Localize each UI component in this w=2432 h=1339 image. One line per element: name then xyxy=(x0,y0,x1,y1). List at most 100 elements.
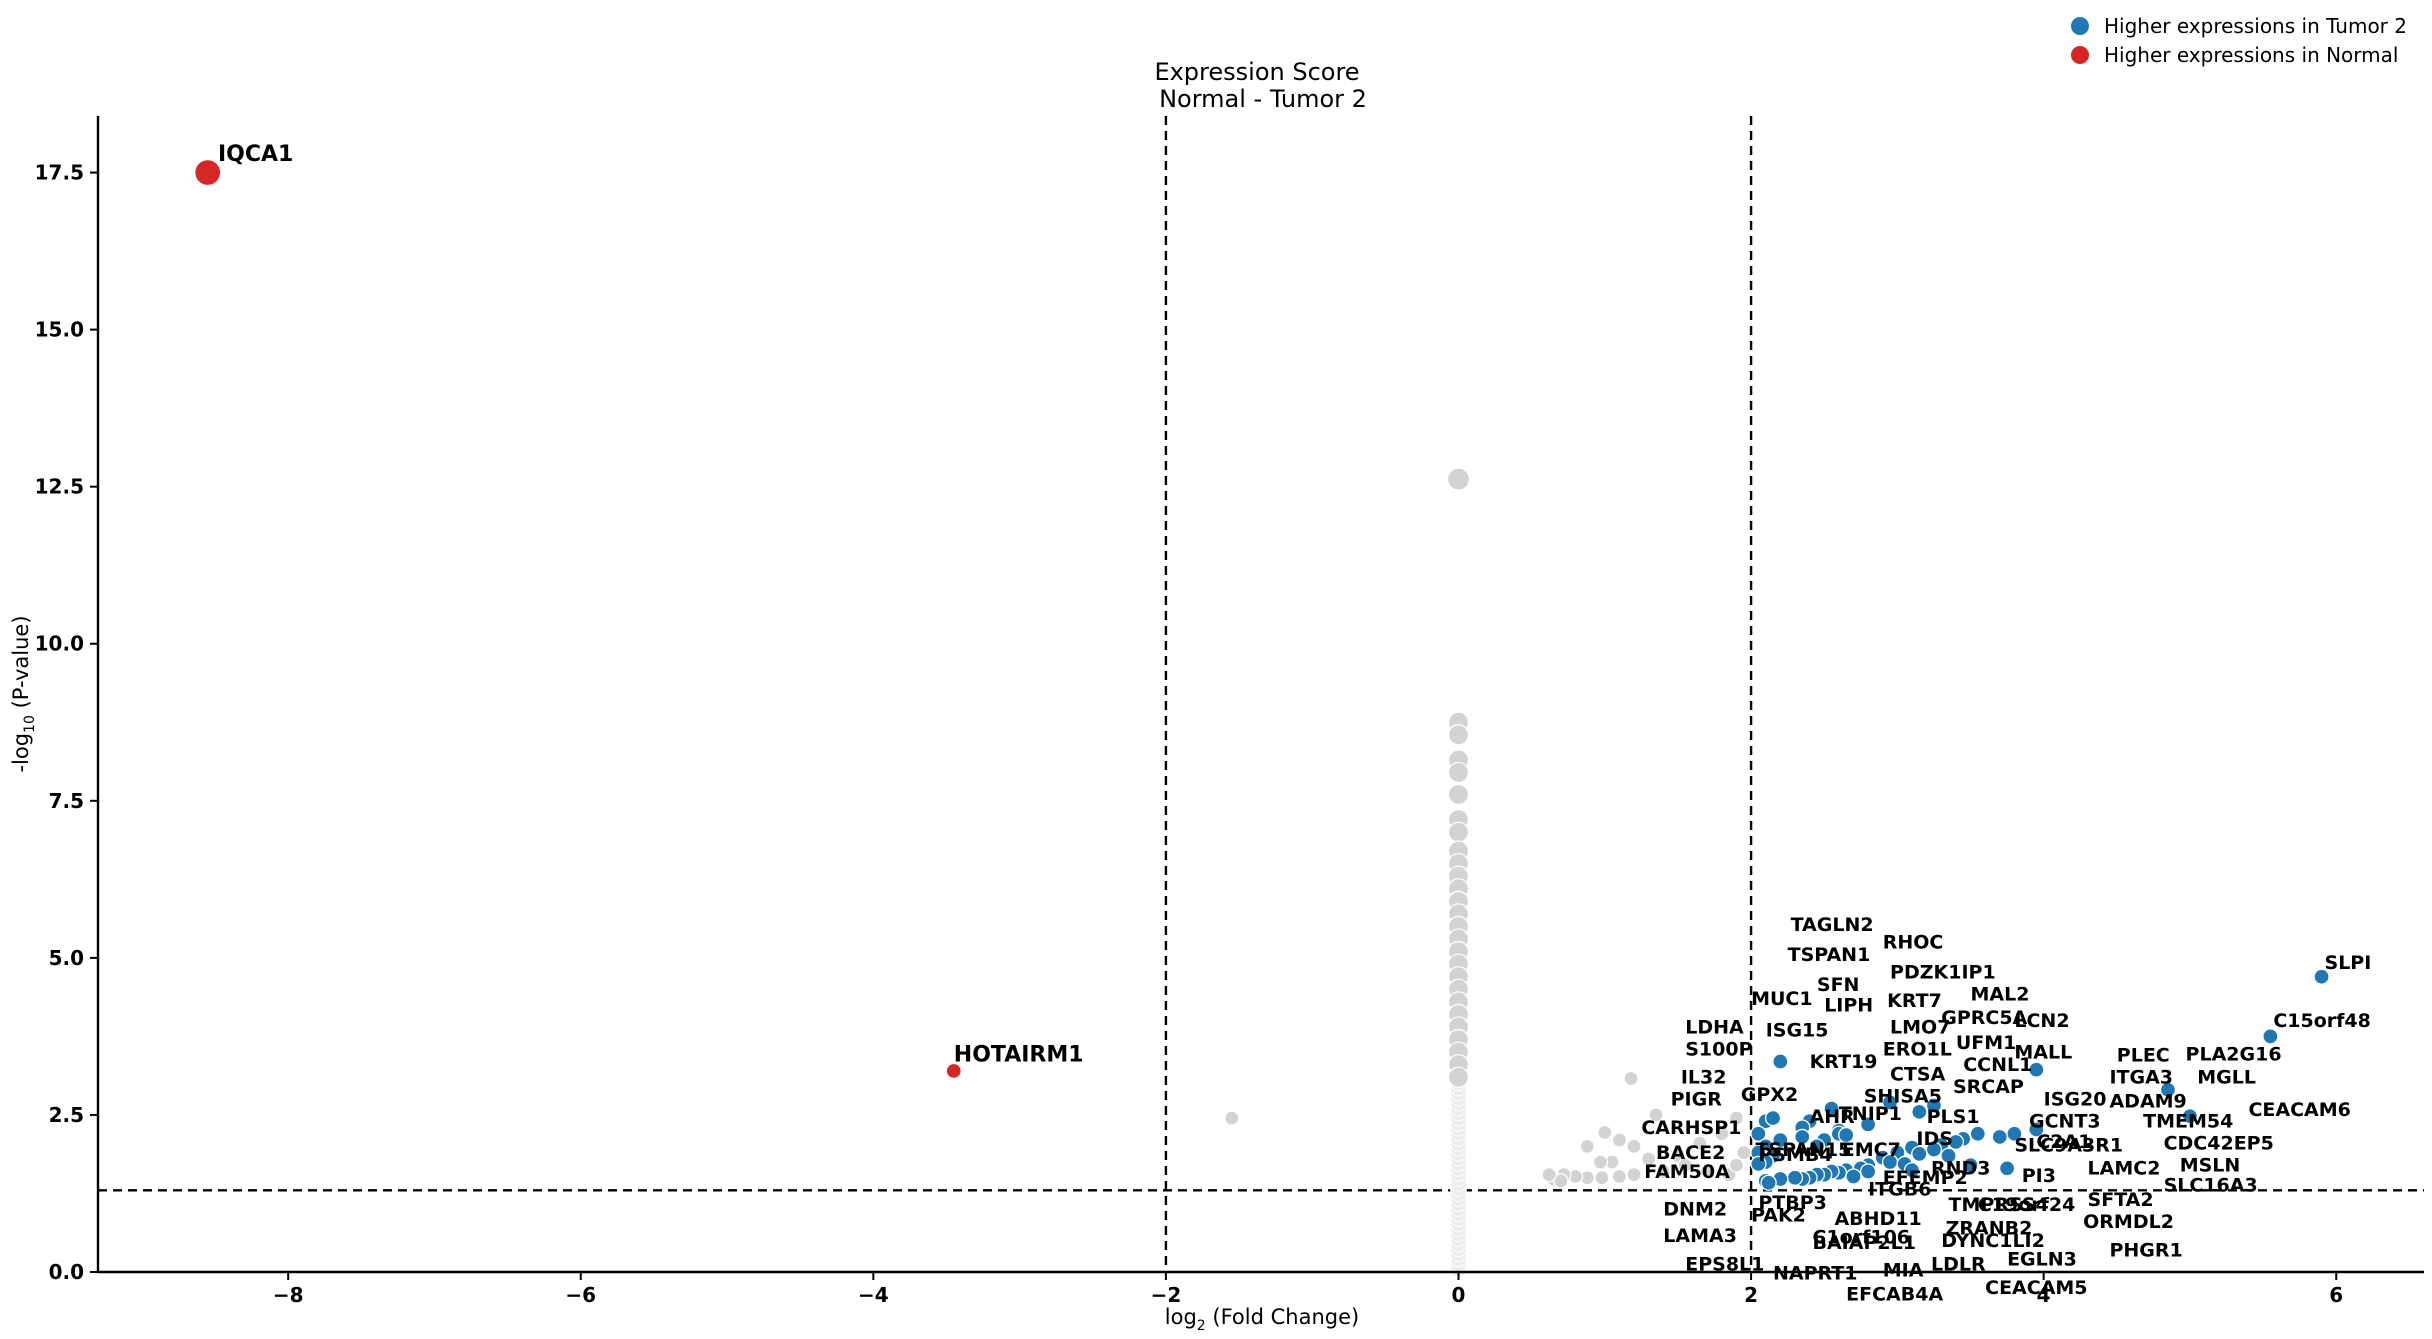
gene-label-efcab4a: EFCAB4A xyxy=(1846,1283,1943,1305)
point-tumor xyxy=(1881,1094,1899,1111)
gene-label-mia: MIA xyxy=(1883,1259,1924,1281)
gene-label-c2a1: C2A1 xyxy=(2036,1131,2091,1153)
legend-marker-tumor xyxy=(2071,17,2089,35)
gene-label-isg15: ISG15 xyxy=(1766,1019,1829,1041)
gene-label-ptbp3: PTBP3 xyxy=(1758,1192,1827,1214)
y-tick-label: 17.5 xyxy=(35,161,84,185)
gene-label-ufm1: UFM1 xyxy=(1956,1032,2017,1054)
gene-label-carhsp1: CARHSP1 xyxy=(1641,1117,1741,1139)
point-tumor xyxy=(2262,1028,2279,1045)
legend-marker-normal xyxy=(2071,46,2089,64)
y-tick-label: 15.0 xyxy=(35,318,84,342)
gene-label-muc1: MUC1 xyxy=(1751,988,1813,1010)
y-axis-label-sub: 10 xyxy=(22,715,38,733)
point-tumor xyxy=(1845,1168,1862,1185)
gene-label-tmprss4: TMPRSS4 xyxy=(1949,1194,2049,1216)
point-nonsig xyxy=(1594,1170,1610,1186)
gene-label-sfn: SFN xyxy=(1817,974,1860,996)
point-nonsig xyxy=(1447,761,1470,784)
gene-label-il32: IL32 xyxy=(1681,1067,1727,1089)
point-tumor xyxy=(1760,1174,1777,1191)
point-normal xyxy=(945,1062,962,1080)
point-nonsig xyxy=(1592,1154,1609,1170)
gene-label-pigr: PIGR xyxy=(1671,1089,1723,1111)
y-tick-label: 10.0 xyxy=(35,632,84,656)
point-nonsig xyxy=(1692,1135,1708,1151)
point-nonsig xyxy=(1611,1168,1628,1185)
axes: −8 −6 −4 −2 0 2 4 6 0.0 2.5 5.0 7.5 10.0 12.5 15.0 17.5 xyxy=(35,116,2424,1307)
gene-label-ormdl2: ORMDL2 xyxy=(2083,1211,2174,1233)
gene-label-cdc42ep5: CDC42EP5 xyxy=(2164,1132,2274,1154)
point-tumor xyxy=(1772,1131,1789,1149)
gene-label-c19orf24: C19orf24 xyxy=(1978,1194,2076,1216)
point-tumor xyxy=(1772,1053,1789,1070)
gene-label-abhd11: ABHD11 xyxy=(1834,1208,1921,1230)
point-nonsig xyxy=(1623,1070,1639,1087)
gene-label-ceacam6: CEACAM6 xyxy=(2248,1099,2350,1121)
point-tumor xyxy=(1998,1160,2016,1177)
gene-label-mall: MALL xyxy=(2014,1041,2072,1063)
x-tick-label: −4 xyxy=(858,1283,889,1307)
gene-label-naprt1: NAPRT1 xyxy=(1773,1263,1858,1285)
point-nonsig xyxy=(1597,1124,1613,1141)
gene-label-sfta2: SFTA2 xyxy=(2088,1189,2154,1211)
x-tick-label: 6 xyxy=(2329,1283,2343,1307)
point-tumor xyxy=(1750,1155,1767,1173)
gene-label-c1orf106: C1orf106 xyxy=(1813,1227,1911,1249)
gene-label-tmem54: TMEM54 xyxy=(2143,1111,2233,1133)
point-tumor xyxy=(2313,968,2330,985)
point-nonsig xyxy=(1224,1110,1240,1126)
gene-label-ldlr: LDLR xyxy=(1931,1254,1986,1276)
point-nonsig xyxy=(1626,1166,1642,1183)
x-tick-label: −8 xyxy=(273,1283,304,1307)
point-nonsig xyxy=(1447,783,1470,806)
gene-label-rnd3: RND3 xyxy=(1931,1158,1991,1180)
gene-label-ero1l: ERO1L xyxy=(1883,1038,1952,1060)
point-nonsig xyxy=(1579,1138,1595,1154)
gene-label-pls1: PLS1 xyxy=(1927,1106,1980,1128)
y-tick-label: 5.0 xyxy=(49,946,84,970)
gene-label-ldha: LDHA xyxy=(1685,1016,1744,1038)
point-nonsig xyxy=(1655,1163,1671,1180)
point-nonsig xyxy=(1447,821,1470,843)
gene-label-tagln2: TAGLN2 xyxy=(1791,914,1874,936)
gene-label-adam9: ADAM9 xyxy=(2109,1090,2186,1112)
point-tumor xyxy=(1911,1103,1928,1120)
legend-label-tumor: Higher expressions in Tumor 2 xyxy=(2104,14,2407,38)
gene-label-pak2: PAK2 xyxy=(1751,1205,1806,1227)
point-nonsig xyxy=(1553,1173,1569,1189)
point-normal xyxy=(194,158,222,187)
gene-label-c15orf48: C15orf48 xyxy=(2273,1010,2371,1032)
x-tick-label: 4 xyxy=(2037,1283,2051,1307)
gene-label-itga3: ITGA3 xyxy=(2109,1067,2173,1089)
gene-label-slc9a3r1: SLC9A3R1 xyxy=(2014,1134,2123,1156)
gene-label-psmb4: PSMB4 xyxy=(1758,1144,1832,1166)
point-tumor xyxy=(1962,1157,1979,1174)
gene-label-hotairm1: HOTAIRM1 xyxy=(954,1043,1084,1068)
point-tumor xyxy=(1838,1126,1855,1144)
point-tumor xyxy=(1991,1128,2008,1146)
point-nonsig xyxy=(1541,1166,1557,1183)
x-axis-label-sub: 2 xyxy=(1197,1318,1206,1334)
gene-label-slpi: SLPI xyxy=(2325,952,2372,974)
gene-label-srcap: SRCAP xyxy=(1953,1076,2024,1098)
point-tumor xyxy=(1925,1141,1943,1158)
gene-label-pdzk1ip1: PDZK1IP1 xyxy=(1890,962,1996,984)
gene-label-tnip1: TNIP1 xyxy=(1839,1103,1902,1125)
point-tumor xyxy=(1794,1128,1811,1146)
point-tumor xyxy=(2181,1108,2199,1125)
gene-label-liph: LIPH xyxy=(1824,994,1873,1016)
legend-label-normal: Higher expressions in Normal xyxy=(2104,43,2398,67)
gene-label-s100p: S100P xyxy=(1685,1038,1752,1060)
data-points xyxy=(194,158,2330,1278)
gene-label-baiap2l1: BAIAP2L1 xyxy=(1813,1232,1916,1254)
gene-label-krt19: KRT19 xyxy=(1810,1051,1878,1073)
gene-label-lama3: LAMA3 xyxy=(1663,1225,1737,1247)
point-nonsig xyxy=(1699,1163,1715,1180)
point-nonsig xyxy=(1728,1110,1745,1126)
gene-label-lamc2: LAMC2 xyxy=(2088,1158,2161,1180)
y-tick-label: 12.5 xyxy=(35,475,84,499)
gene-label-gprc5a: GPRC5A xyxy=(1941,1007,2027,1029)
